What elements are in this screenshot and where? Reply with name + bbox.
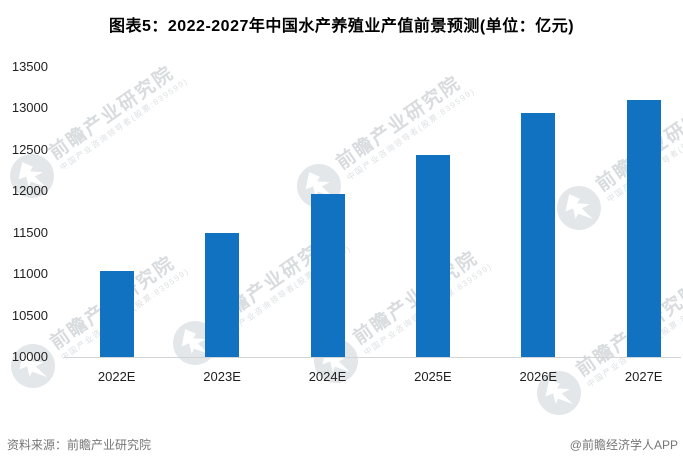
y-tick-label: 10500 bbox=[11, 307, 48, 323]
y-tick-label: 12000 bbox=[11, 183, 48, 198]
watermark-text: 前瞻产业研究院 bbox=[332, 72, 465, 174]
bar-2027E bbox=[626, 99, 661, 357]
qianzhan-logo-icon bbox=[11, 344, 55, 388]
bar-2025E bbox=[415, 155, 450, 357]
x-axis-label: 2026E bbox=[519, 369, 558, 384]
x-axis-label: 2024E bbox=[308, 369, 347, 384]
y-tick-label: 11500 bbox=[12, 224, 48, 240]
y-tick-label: 12500 bbox=[11, 141, 48, 157]
bar-2024E bbox=[310, 194, 345, 357]
x-axis-line bbox=[64, 357, 681, 358]
y-tick-label: 11000 bbox=[12, 266, 48, 281]
x-axis-label: 2027E bbox=[624, 369, 663, 384]
chart-title: 图表5：2022-2027年中国水产养殖业产值前景预测(单位：亿元) bbox=[108, 18, 575, 35]
x-axis-label: 2022E bbox=[97, 369, 136, 384]
y-tick-label: 13000 bbox=[11, 100, 48, 115]
watermark-subtext: 中国产业咨询领导者(股票:839599) bbox=[58, 75, 190, 172]
qianzhan-logo-icon bbox=[557, 186, 601, 230]
y-tick-label: 13500 bbox=[11, 58, 48, 74]
bar-2023E bbox=[205, 233, 240, 357]
watermark-subtext: 中国产业咨询领导者(股票:839599) bbox=[345, 85, 477, 182]
y-tick-label: 10000 bbox=[11, 349, 48, 364]
bar-2022E bbox=[99, 270, 134, 357]
x-axis-label: 2025E bbox=[414, 369, 452, 384]
source-text: 资料来源：前瞻产业研究院 bbox=[7, 438, 152, 452]
credit-text: @前瞻经济学人APP bbox=[569, 438, 678, 452]
bar-2026E bbox=[521, 112, 556, 357]
x-axis-label: 2023E bbox=[203, 369, 241, 384]
watermark-text: 前瞻产业研究院 bbox=[45, 62, 178, 164]
